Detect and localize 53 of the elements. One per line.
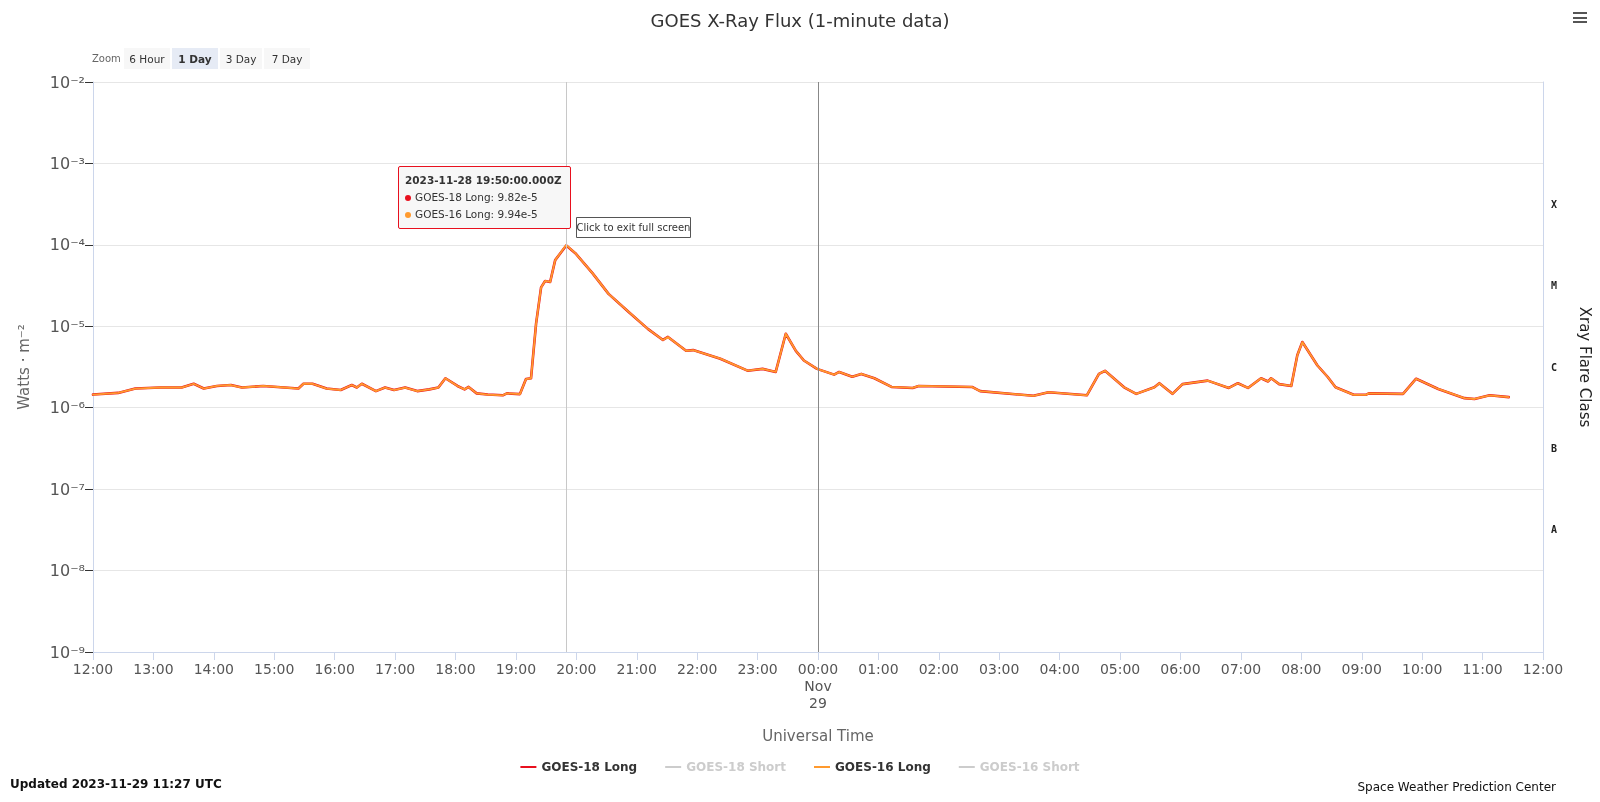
x-tick-label: 15:00 (254, 660, 295, 677)
category-label: B (1551, 442, 1558, 454)
y-axis-title: Watts · m⁻² (14, 324, 33, 410)
x-axis-title: Universal Time (762, 726, 874, 745)
x-tick-label: 21:00 (616, 660, 657, 677)
y-tick-label: 10⁻⁶ (49, 398, 85, 418)
x-tick-label: 23:00 (737, 660, 778, 677)
x-tick-label: 08:00 (1281, 660, 1322, 677)
category-label: A (1551, 524, 1558, 536)
x-tick-label: 04:00 (1039, 660, 1080, 677)
legend-label: GOES-18 Long (541, 760, 638, 774)
y-tick-label: 10⁻⁷ (49, 479, 85, 499)
annotation: 2023-11-28 19:50:00.000Z GOES-18 Long: 9.82e-5 GOES-16 Long: 9.94e-5 (405, 174, 562, 220)
x-tick-label: 05:00 (1099, 660, 1141, 677)
chart-title: GOES X-Ray Flux (1-minute data) (650, 9, 950, 31)
category-label: X (1551, 198, 1558, 210)
x-tick-label: 00:00 Nov 29 (797, 660, 839, 711)
text: Updated 2023-11-29 11:27 UTC (10, 777, 222, 791)
text: 6 Hour (129, 52, 166, 65)
category-label: C (1551, 361, 1558, 373)
x-tick-label: 06:00 (1160, 660, 1201, 677)
y-tick-label: 10⁻² (49, 72, 85, 92)
y-tick-label: 10⁻⁵ (49, 316, 85, 336)
y-tick-label: 10⁻³ (49, 153, 85, 173)
y-tick-label: 10⁻⁸ (49, 561, 85, 581)
text: Space Weather Prediction Center (1357, 780, 1557, 794)
x-tick-label: 22:00 (676, 660, 718, 677)
x-tick-label: 02:00 (918, 660, 960, 677)
y2-axis-title: Xray Flare Class (1575, 306, 1594, 428)
x-tick-label: 20:00 (556, 660, 597, 677)
y-tick-label: 10⁻⁴ (49, 235, 85, 255)
x-tick-label: 13:00 (133, 660, 174, 677)
x-tick-label: 10:00 (1401, 660, 1443, 677)
x-tick-label: 07:00 (1220, 660, 1262, 677)
annotation: Click to exit full screen (576, 222, 691, 233)
text: 7 Day (271, 52, 303, 65)
x-tick-label: 09:00 (1341, 660, 1382, 677)
text: 1 Day (178, 52, 212, 65)
x-tick-label: 19:00 (495, 660, 537, 677)
x-tick-label: 18:00 (435, 660, 476, 677)
x-tick-label: 12:00 (72, 660, 114, 677)
category-label: M (1551, 280, 1558, 292)
x-tick-label: 16:00 (314, 660, 355, 677)
text: Zoom (92, 52, 121, 64)
legend-label: GOES-16 Long (835, 760, 931, 774)
x-tick-label: 03:00 (979, 660, 1020, 677)
x-tick-label: 17:00 (374, 660, 416, 677)
x-tick-label: 12:00 (1522, 660, 1564, 677)
text: 3 Day (225, 52, 257, 65)
x-tick-label: 11:00 (1462, 660, 1503, 677)
x-tick-label: 01:00 (858, 660, 899, 677)
x-tick-label: 14:00 (193, 660, 235, 677)
y-tick-label: 10⁻⁹ (49, 642, 85, 662)
